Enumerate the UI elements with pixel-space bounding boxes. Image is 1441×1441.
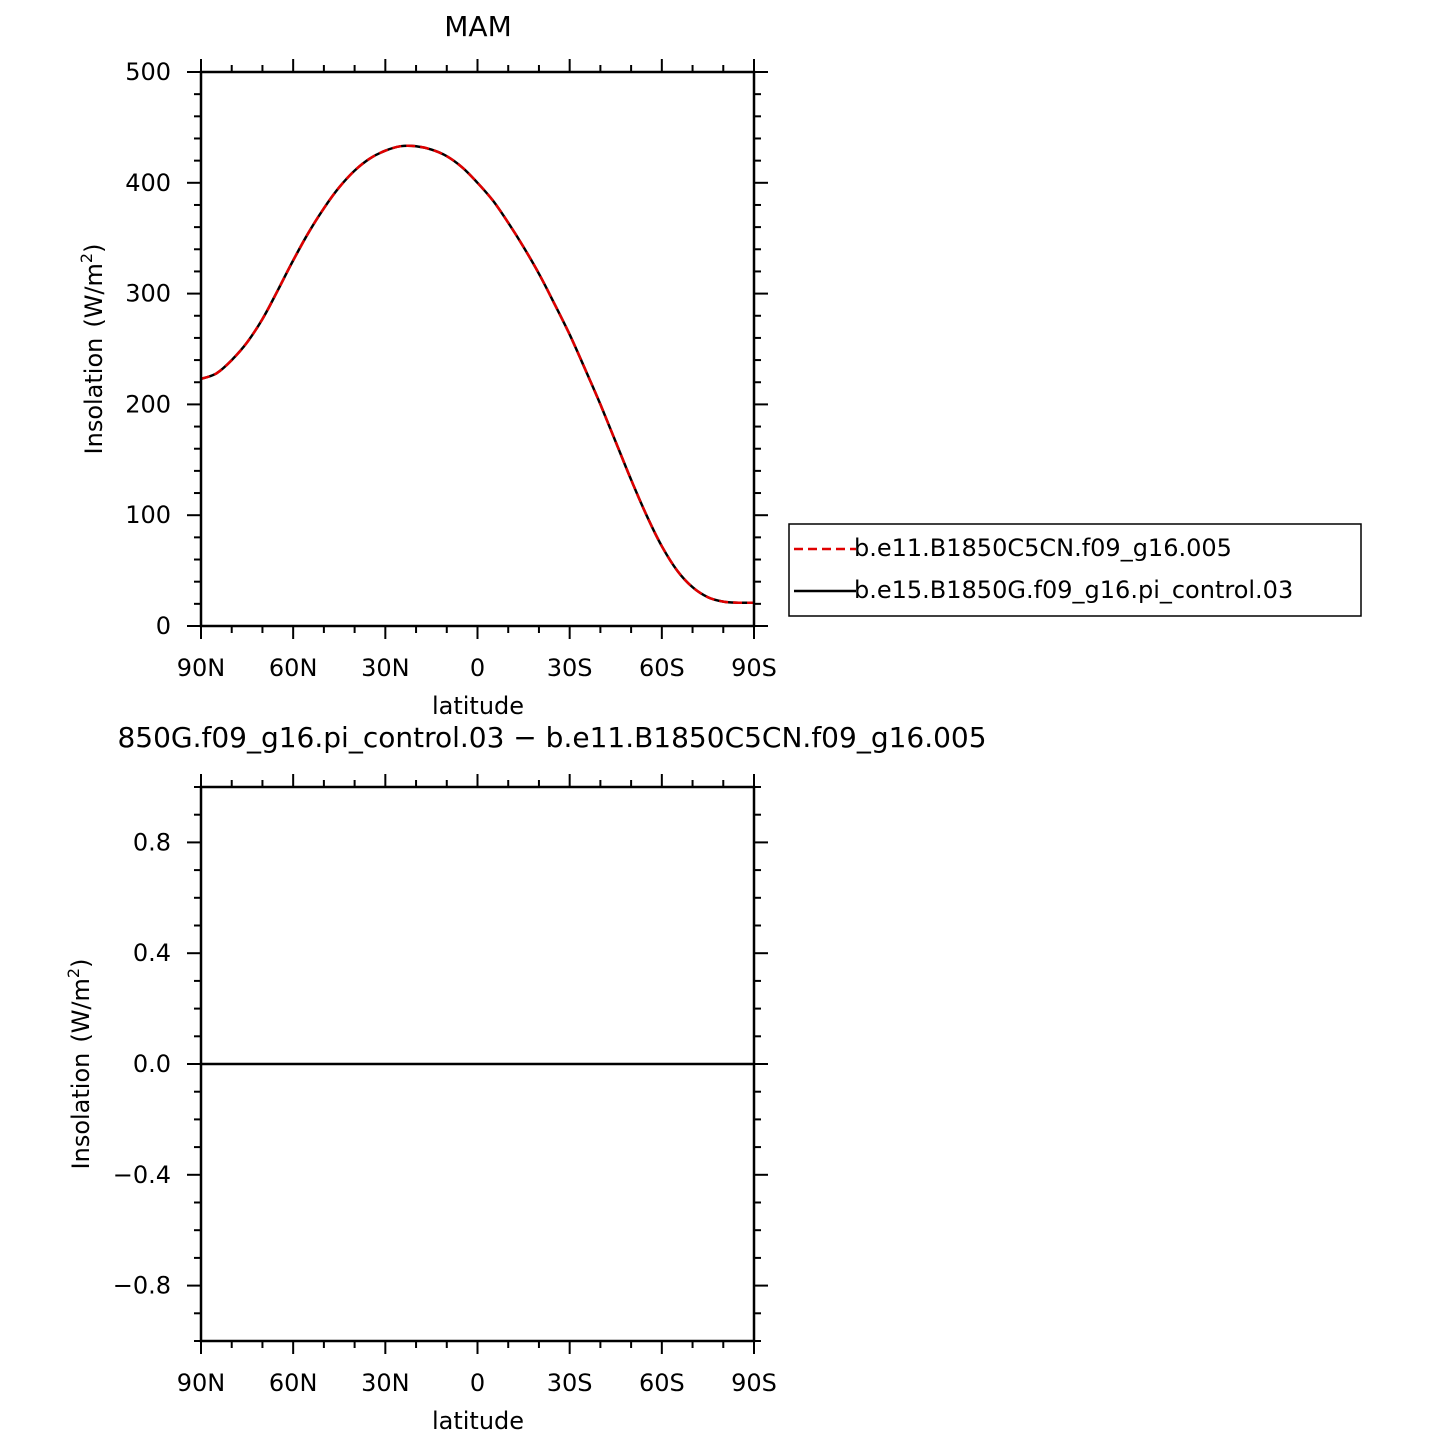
bottom-y-axis-title: Insolation (W/m2) xyxy=(64,959,95,1170)
bottom-y-axis-title-unit: (W/m xyxy=(67,978,95,1043)
bottom-plot-frame xyxy=(199,785,756,1343)
top-panel: MAM 90N 60N 30N 0 30S 60S 90S0100200300400500 … xyxy=(77,10,777,720)
top-y-tick-label: 500 xyxy=(125,58,171,86)
top-y-tick-label: 400 xyxy=(125,169,171,197)
top-x-tick-label: 0 xyxy=(470,654,485,682)
bottom-panel-title: 850G.f09_g16.pi_control.03 − b.e11.B1850… xyxy=(117,721,986,754)
legend: b.e11.B1850C5CN.f09_g16.005 b.e15.B1850G… xyxy=(788,523,1362,617)
bottom-x-tick-label: 90S xyxy=(731,1369,777,1397)
bottom-panel: 850G.f09_g16.pi_control.03 − b.e11.B1850… xyxy=(64,721,987,1435)
bottom-panel-tick-labels: 90N 60N 30N 0 30S 60S 90S −0.8 −0.4 0.0 0.4 0.8 xyxy=(113,828,777,1397)
bottom-y-tick-label: 0.0 xyxy=(133,1050,171,1078)
top-y-axis-title-main: Insolation xyxy=(80,338,108,455)
bottom-x-tick-label: 60N xyxy=(269,1369,318,1397)
top-x-axis-title: latitude xyxy=(432,692,524,720)
top-y-tick-label: 0 xyxy=(156,612,171,640)
top-x-tick-label: 30N xyxy=(361,654,410,682)
bottom-y-tick-label: −0.4 xyxy=(113,1161,171,1189)
top-y-axis-title: Insolation (W/m2) xyxy=(77,244,108,455)
bottom-x-axis-title: latitude xyxy=(432,1407,524,1435)
top-plot-frame xyxy=(199,70,756,628)
legend-label-series-1: b.e11.B1850C5CN.f09_g16.005 xyxy=(854,534,1232,562)
bottom-y-tick-label: 0.8 xyxy=(133,828,171,856)
top-x-tick-label: 90S xyxy=(731,654,777,682)
bottom-y-axis-title-sup: 2 xyxy=(64,968,83,978)
top-series-line-1 xyxy=(200,144,755,605)
top-panel-title: MAM xyxy=(444,10,511,43)
bottom-y-tick-label: −0.8 xyxy=(113,1272,171,1300)
top-y-axis-title-close: ) xyxy=(80,244,108,253)
bottom-y-axis-title-close: ) xyxy=(67,959,95,968)
legend-box xyxy=(788,523,1362,617)
top-x-tick-label: 30S xyxy=(547,654,593,682)
top-panel-ticks xyxy=(187,59,768,639)
bottom-x-tick-label: 30S xyxy=(547,1369,593,1397)
bottom-y-axis-title-main: Insolation xyxy=(67,1053,95,1170)
top-x-tick-label: 60S xyxy=(639,654,685,682)
top-y-tick-label: 200 xyxy=(125,390,171,418)
top-panel-tick-labels: 90N 60N 30N 0 30S 60S 90S 0 100 200 300 400 500 xyxy=(125,58,777,682)
top-x-tick-label: 60N xyxy=(269,654,318,682)
bottom-x-tick-label: 90N xyxy=(177,1369,226,1397)
top-x-tick-label: 90N xyxy=(177,654,226,682)
legend-label-series-2: b.e15.B1850G.f09_g16.pi_control.03 xyxy=(854,576,1293,604)
bottom-x-tick-label: 60S xyxy=(639,1369,685,1397)
top-y-tick-label: 100 xyxy=(125,501,171,529)
bottom-y-tick-label: 0.4 xyxy=(133,939,171,967)
top-series-line-2 xyxy=(200,144,755,605)
bottom-x-tick-label: 30N xyxy=(361,1369,410,1397)
top-y-axis-title-sup: 2 xyxy=(77,253,96,263)
bottom-panel-ticks xyxy=(187,774,768,1354)
top-panel-series xyxy=(200,144,755,605)
top-y-tick-label: 300 xyxy=(125,280,171,308)
bottom-x-tick-label: 0 xyxy=(470,1369,485,1397)
top-y-axis-title-unit: (W/m xyxy=(80,263,108,328)
